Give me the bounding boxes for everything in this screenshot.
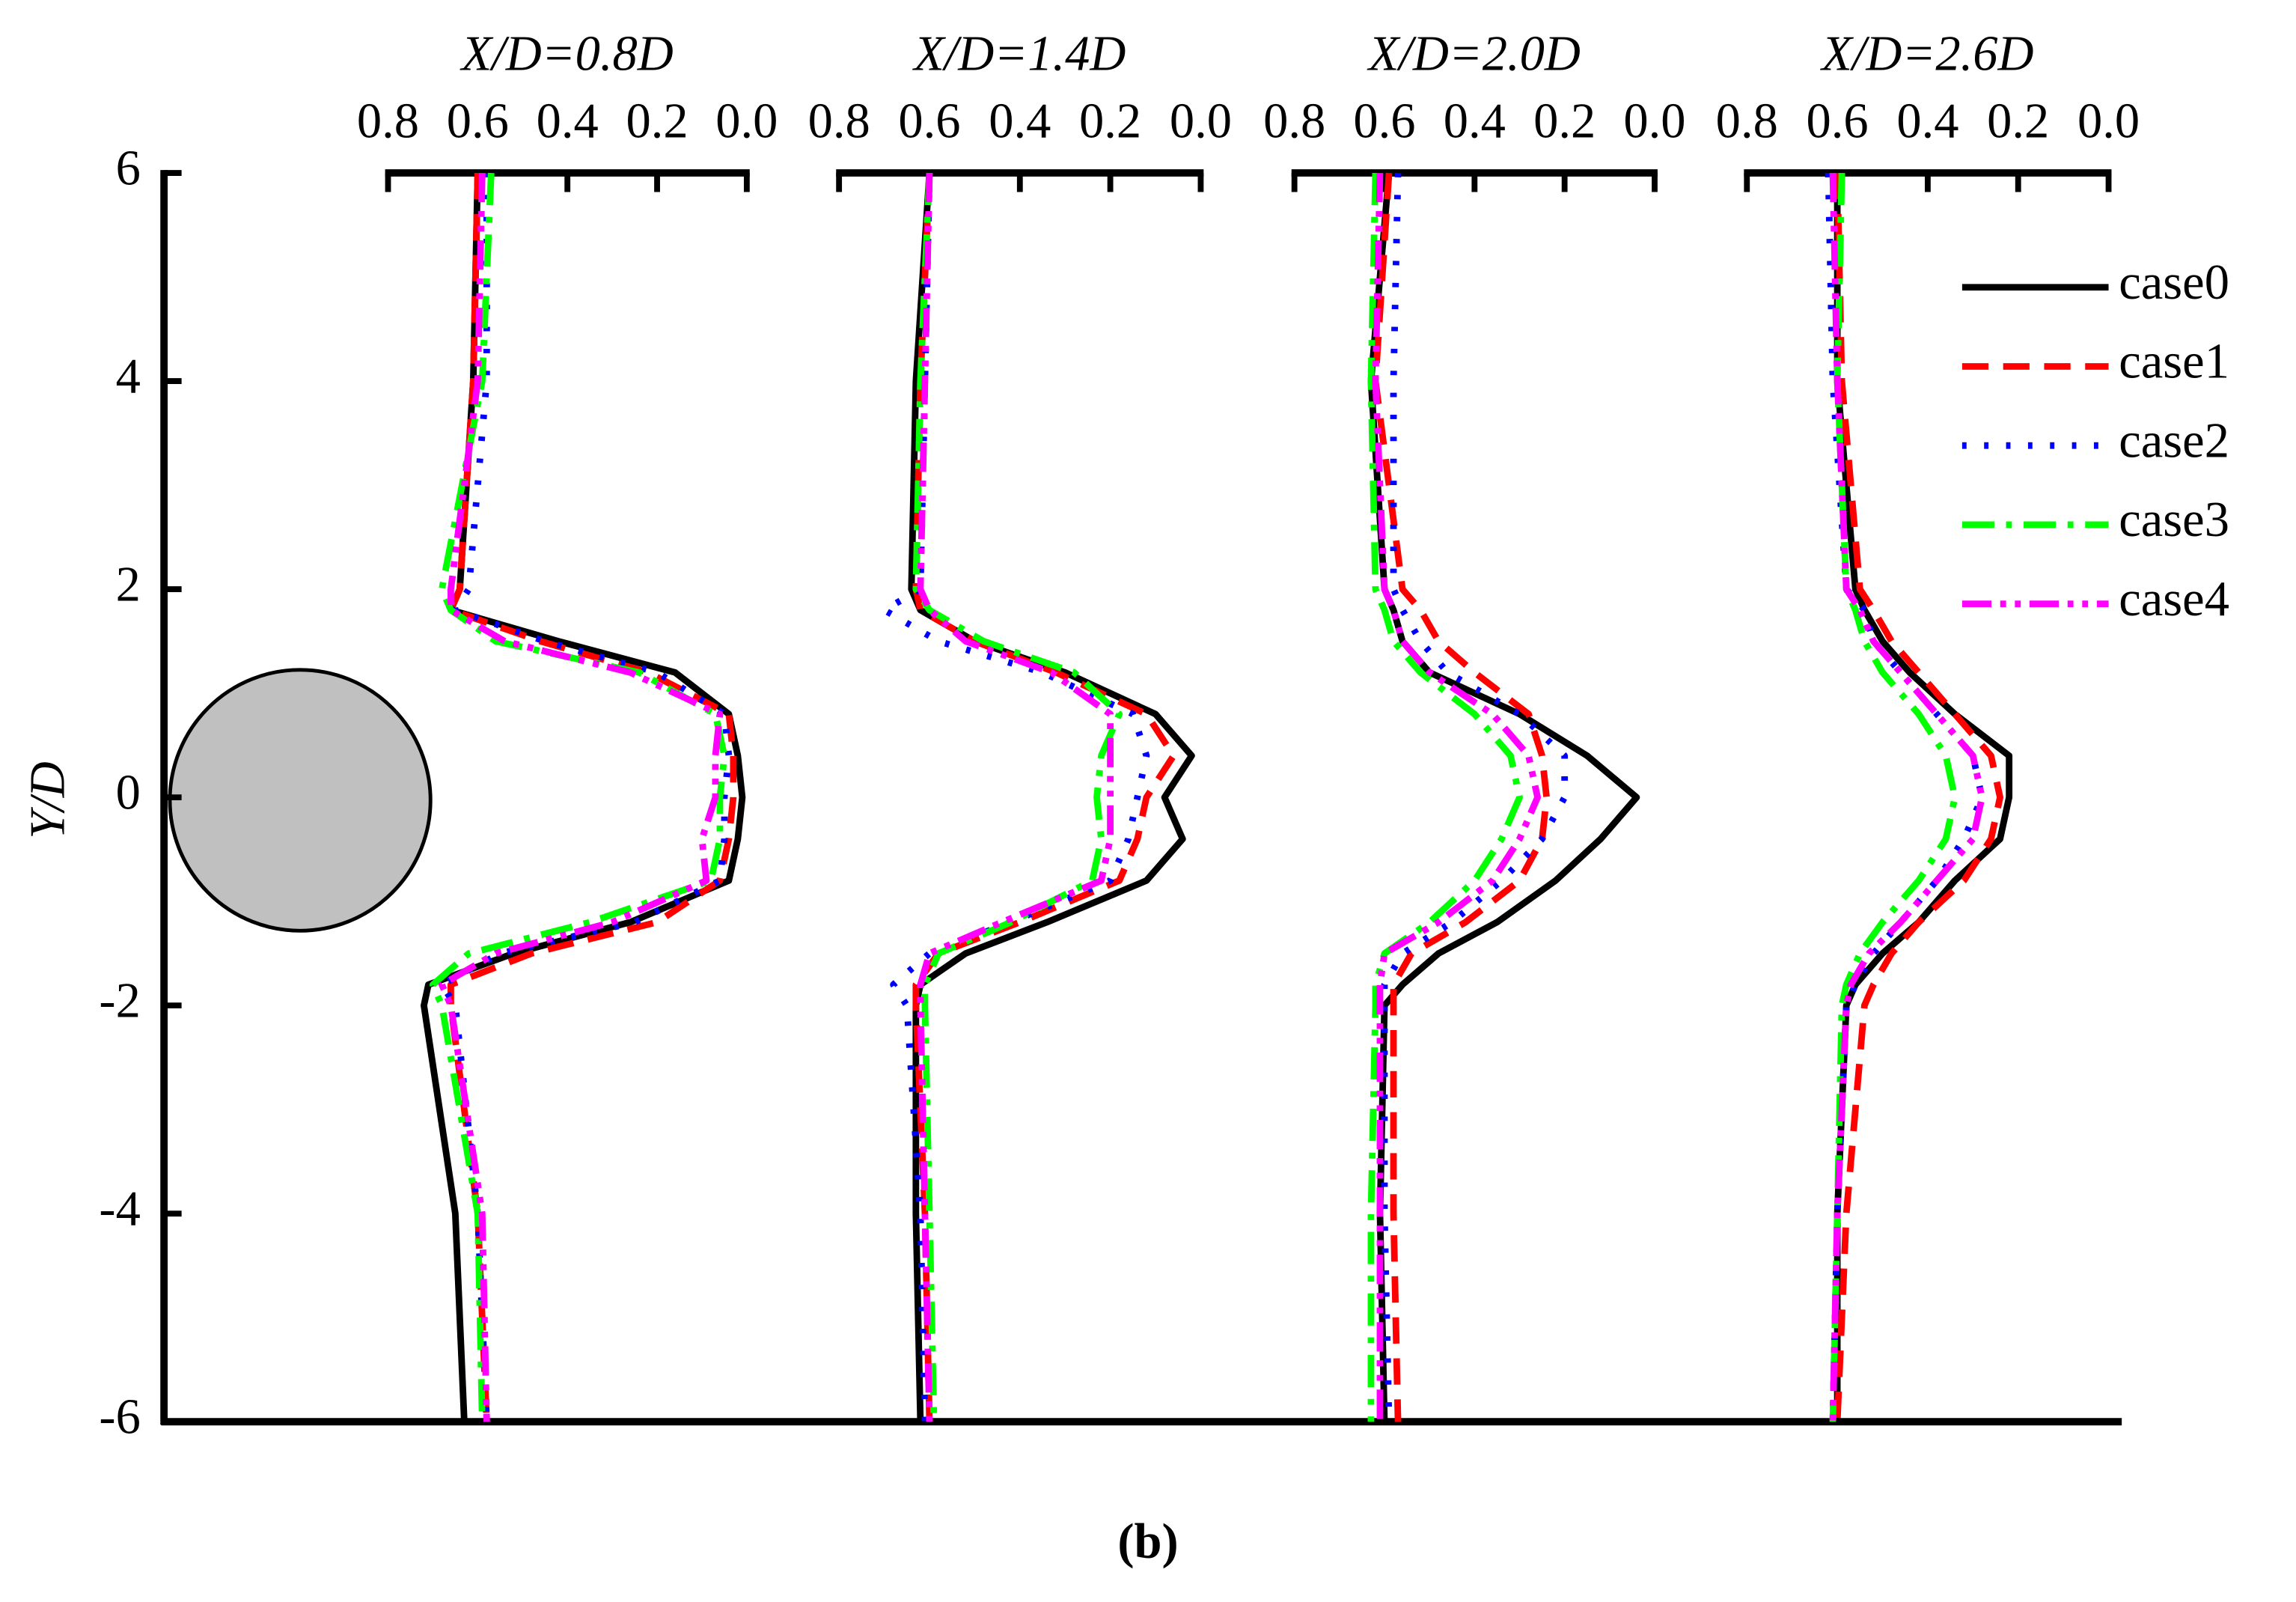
profile-line (1367, 172, 1523, 1422)
profile-line (1834, 173, 2013, 1422)
x-tick-label: 0.2 (1533, 94, 1596, 149)
subplot-title: X/D=2.0D (1367, 27, 1581, 82)
y-tick-label: 6 (116, 141, 141, 195)
y-tick-label: 4 (116, 349, 141, 403)
y-tick-label: 2 (116, 557, 141, 612)
y-tick-label: 0 (116, 765, 141, 820)
x-tick-label: 0.2 (1079, 94, 1141, 149)
subplot-title: X/D=2.6D (1819, 27, 2033, 82)
y-axis-label: Y/D (21, 761, 76, 839)
x-tick-label: 0.8 (1716, 94, 1778, 149)
legend-label: case0 (2119, 255, 2229, 310)
profile-line (439, 172, 724, 1422)
x-tick-label: 0.4 (1444, 94, 1506, 149)
x-tick-label: 0.0 (1170, 94, 1232, 149)
y-tick-label: -6 (99, 1389, 140, 1444)
x-tick-label: 0.4 (537, 94, 599, 149)
caption: (b) (1117, 1514, 1178, 1569)
x-tick-label: 0.2 (626, 94, 688, 149)
x-tick-label: 0.8 (808, 94, 870, 149)
x-tick-label: 0.0 (2077, 94, 2140, 149)
subplot-title: X/D=1.4D (912, 27, 1126, 82)
x-tick-label: 0.6 (1353, 94, 1415, 149)
profile-line (439, 173, 733, 1422)
legend-label: case4 (2119, 572, 2229, 627)
legend-label: case3 (2119, 493, 2229, 547)
x-tick-label: 0.6 (898, 94, 960, 149)
subplot-title: X/D=0.8D (459, 27, 674, 82)
x-tick-label: 0.0 (1623, 94, 1685, 149)
legend-label: case2 (2119, 413, 2229, 468)
profile-line (1372, 172, 1550, 1422)
profile-line (1829, 172, 1985, 1422)
profile-line (912, 172, 1177, 1422)
legend-label: case1 (2119, 335, 2229, 389)
x-tick-label: 0.6 (1807, 94, 1869, 149)
y-tick-label: -4 (99, 1181, 140, 1236)
profile-line (917, 172, 1114, 1422)
x-tick-label: 0.2 (1987, 94, 2049, 149)
x-tick-label: 0.0 (715, 94, 778, 149)
x-tick-label: 0.6 (447, 94, 509, 149)
x-tick-label: 0.8 (1263, 94, 1325, 149)
x-tick-label: 0.8 (357, 94, 419, 149)
cylinder (168, 668, 433, 933)
profile-line (1372, 172, 1541, 1422)
profile-line (1834, 172, 2003, 1422)
y-tick-label: -2 (99, 973, 140, 1028)
x-tick-label: 0.4 (989, 94, 1051, 149)
x-tick-label: 0.4 (1896, 94, 1958, 149)
profile-line (881, 172, 1150, 1422)
